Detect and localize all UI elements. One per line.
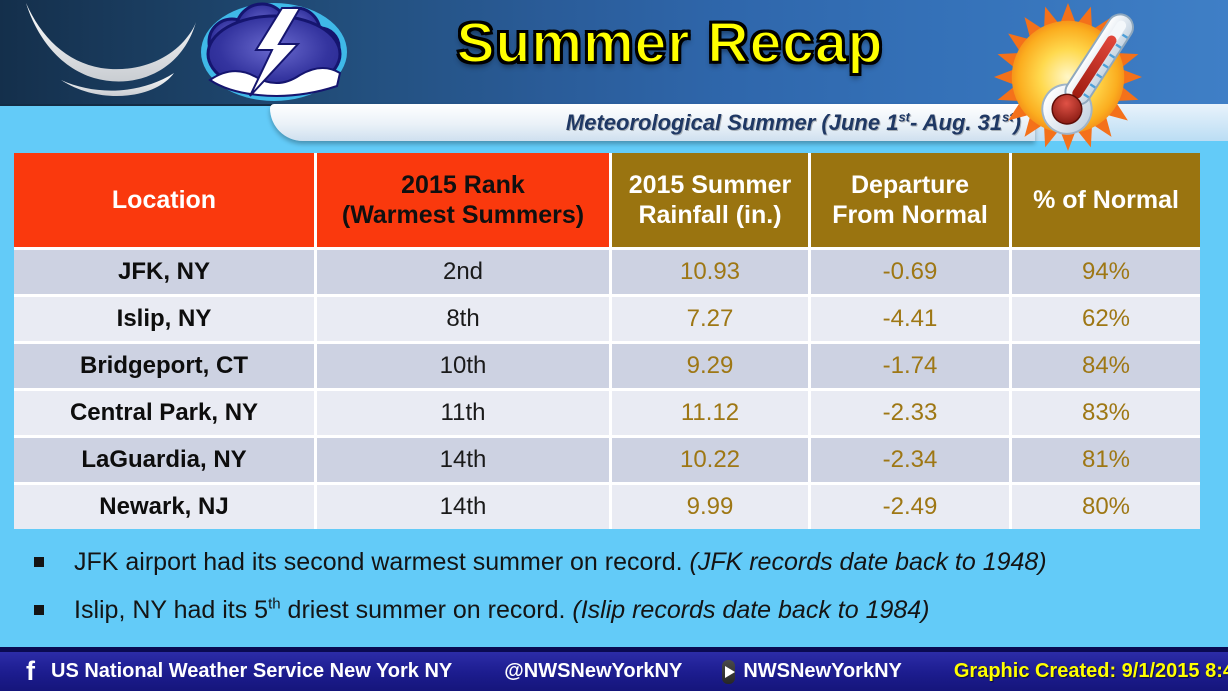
table-cell: 14th	[317, 485, 609, 529]
subtitle-banner: Meteorological Summer (June 1st- Aug. 31…	[270, 104, 1035, 141]
table-cell: 10.22	[612, 438, 808, 482]
table-cell: -2.49	[811, 485, 1009, 529]
thermometer	[1041, 13, 1134, 135]
table-cell: LaGuardia, NY	[14, 438, 314, 482]
sun-thermometer-icon	[993, 2, 1143, 152]
table-cell: 8th	[317, 297, 609, 341]
table-cell: JFK, NY	[14, 250, 314, 294]
col-header-percent-normal: % of Normal	[1012, 153, 1200, 247]
bullet-jfk: JFK airport had its second warmest summe…	[34, 546, 1204, 579]
summary-bullets: JFK airport had its second warmest summe…	[34, 546, 1204, 641]
youtube-play-icon	[722, 659, 736, 684]
table-cell: 14th	[317, 438, 609, 482]
table-cell: Islip, NY	[14, 297, 314, 341]
bullet-jfk-text: JFK airport had its second warmest summe…	[74, 548, 1047, 576]
footer-bar: f US National Weather Service New York N…	[0, 647, 1228, 691]
facebook-icon: f	[26, 656, 35, 686]
table-cell: 62%	[1012, 297, 1200, 341]
table-cell: 81%	[1012, 438, 1200, 482]
table-cell: 83%	[1012, 391, 1200, 435]
table-cell: 11.12	[612, 391, 808, 435]
col-header-departure: Departure From Normal	[811, 153, 1009, 247]
table-cell: -0.69	[811, 250, 1009, 294]
youtube-handle: NWSNewYorkNY	[743, 660, 902, 682]
table-cell: 80%	[1012, 485, 1200, 529]
table-cell: 9.99	[612, 485, 808, 529]
noaa-bird-icon	[26, 3, 196, 97]
created-timestamp: Graphic Created: 9/1/2015 8:42 PM	[953, 660, 1228, 682]
table-cell: Central Park, NY	[14, 391, 314, 435]
square-bullet-icon	[34, 604, 44, 615]
table-cell: Newark, NJ	[14, 485, 314, 529]
col-header-location: Location	[14, 153, 314, 247]
table-cell: Bridgeport, CT	[14, 344, 314, 388]
table-cell: 94%	[1012, 250, 1200, 294]
table-cell: 84%	[1012, 344, 1200, 388]
table-cell: 9.29	[612, 344, 808, 388]
col-header-rainfall: 2015 Summer Rainfall (in.)	[612, 153, 808, 247]
table-cell: 7.27	[612, 297, 808, 341]
table-cell: -2.33	[811, 391, 1009, 435]
table-cell: 10th	[317, 344, 609, 388]
bullet-islip: Islip, NY had its 5th driest summer on r…	[34, 594, 1204, 627]
subtitle-text: Meteorological Summer (June 1st- Aug. 31…	[565, 109, 1021, 135]
col-header-rank: 2015 Rank (Warmest Summers)	[317, 153, 609, 247]
bullet-islip-text: Islip, NY had its 5th driest summer on r…	[74, 595, 930, 624]
table-cell: 10.93	[612, 250, 808, 294]
table-cell: -4.41	[811, 297, 1009, 341]
twitter-handle: @NWSNewYorkNY	[504, 660, 683, 682]
table-cell: -2.34	[811, 438, 1009, 482]
storm-cloud-lightning-icon	[201, 2, 347, 101]
page-title: Summer Recap	[455, 10, 884, 76]
summer-stats-table: Location 2015 Rank (Warmest Summers) 2015…	[14, 153, 1200, 529]
facebook-handle: US National Weather Service New York NY	[51, 660, 453, 682]
table-cell: 11th	[317, 391, 609, 435]
table-cell: -1.74	[811, 344, 1009, 388]
table-cell: 2nd	[317, 250, 609, 294]
square-bullet-icon	[34, 557, 44, 567]
